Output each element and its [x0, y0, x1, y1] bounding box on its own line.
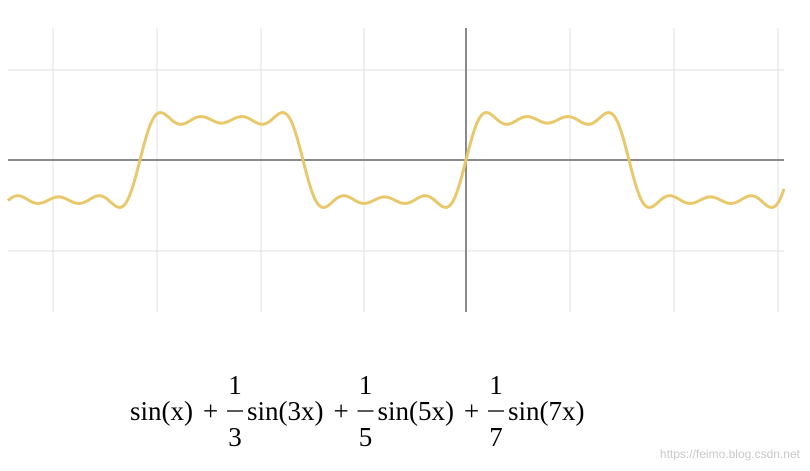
- denominator: 5: [359, 422, 373, 452]
- operator: +: [203, 396, 218, 426]
- operator: +: [464, 396, 479, 426]
- operator: +: [334, 396, 349, 426]
- numerator: 1: [228, 370, 242, 400]
- term: sin(5x): [378, 396, 455, 426]
- grid: [8, 28, 784, 312]
- watermark: https://feimo.blog.csdn.net: [660, 447, 801, 461]
- term: sin(x): [130, 396, 193, 426]
- term: sin(7x): [508, 396, 585, 426]
- numerator: 1: [489, 370, 503, 400]
- numerator: 1: [359, 370, 373, 400]
- denominator: 7: [489, 422, 503, 452]
- term: sin(3x): [247, 396, 324, 426]
- denominator: 3: [228, 422, 242, 452]
- curve: [7, 111, 786, 209]
